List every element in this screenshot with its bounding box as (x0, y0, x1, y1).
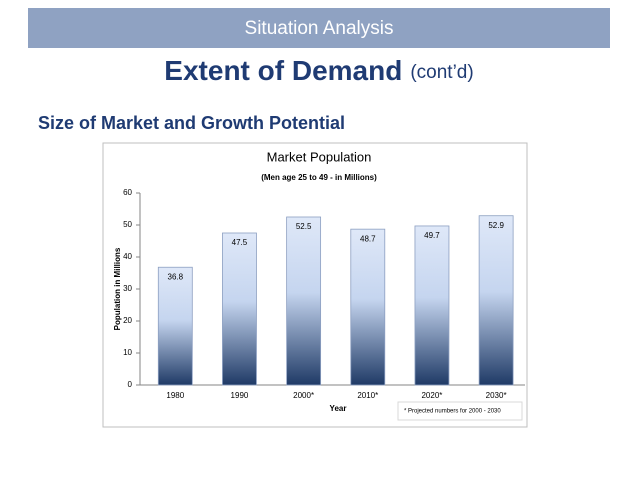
x-tick-label: 2030* (486, 391, 507, 400)
slide-title: Extent of Demand (cont’d) (164, 55, 473, 86)
value-label: 48.7 (360, 234, 376, 243)
x-tick-label: 2000* (293, 391, 314, 400)
bar (478, 215, 514, 386)
value-label: 52.9 (488, 221, 504, 230)
slide-subtitle: Size of Market and Growth Potential (38, 113, 345, 133)
y-axis-title: Population in Millions (113, 247, 122, 330)
bar (350, 228, 386, 386)
y-tick-label: 20 (123, 316, 132, 325)
y-tick-label: 10 (123, 348, 132, 357)
bar (222, 232, 257, 386)
y-tick-label: 30 (123, 284, 132, 293)
banner (28, 8, 610, 48)
banner-text: Situation Analysis (245, 18, 394, 39)
x-tick-label: 2010* (357, 391, 378, 400)
value-label: 36.8 (168, 272, 184, 281)
x-tick-label: 2020* (421, 391, 442, 400)
chart-title: Market Population (267, 149, 372, 164)
title-main: Extent of Demand (164, 55, 402, 86)
y-tick-label: 60 (123, 188, 132, 197)
y-tick-label: 40 (123, 252, 132, 261)
x-tick-label: 1980 (166, 391, 184, 400)
y-tick-label: 50 (123, 220, 132, 229)
annotation: * Projected numbers for 2000 - 2030 (404, 409, 501, 415)
bar (286, 216, 322, 386)
x-axis-title: Year (330, 404, 347, 413)
value-label: 47.5 (232, 238, 248, 247)
bar (157, 266, 193, 386)
note-box (397, 401, 523, 421)
bar (414, 225, 450, 386)
y-tick-label: 0 (128, 380, 133, 389)
value-label: 52.5 (296, 222, 312, 231)
chart-subtitle: (Men age 25 to 49 - in Millions) (261, 173, 377, 182)
x-tick-label: 1990 (231, 391, 249, 400)
value-label: 49.7 (424, 231, 440, 240)
title-suffix: (cont’d) (410, 62, 473, 83)
